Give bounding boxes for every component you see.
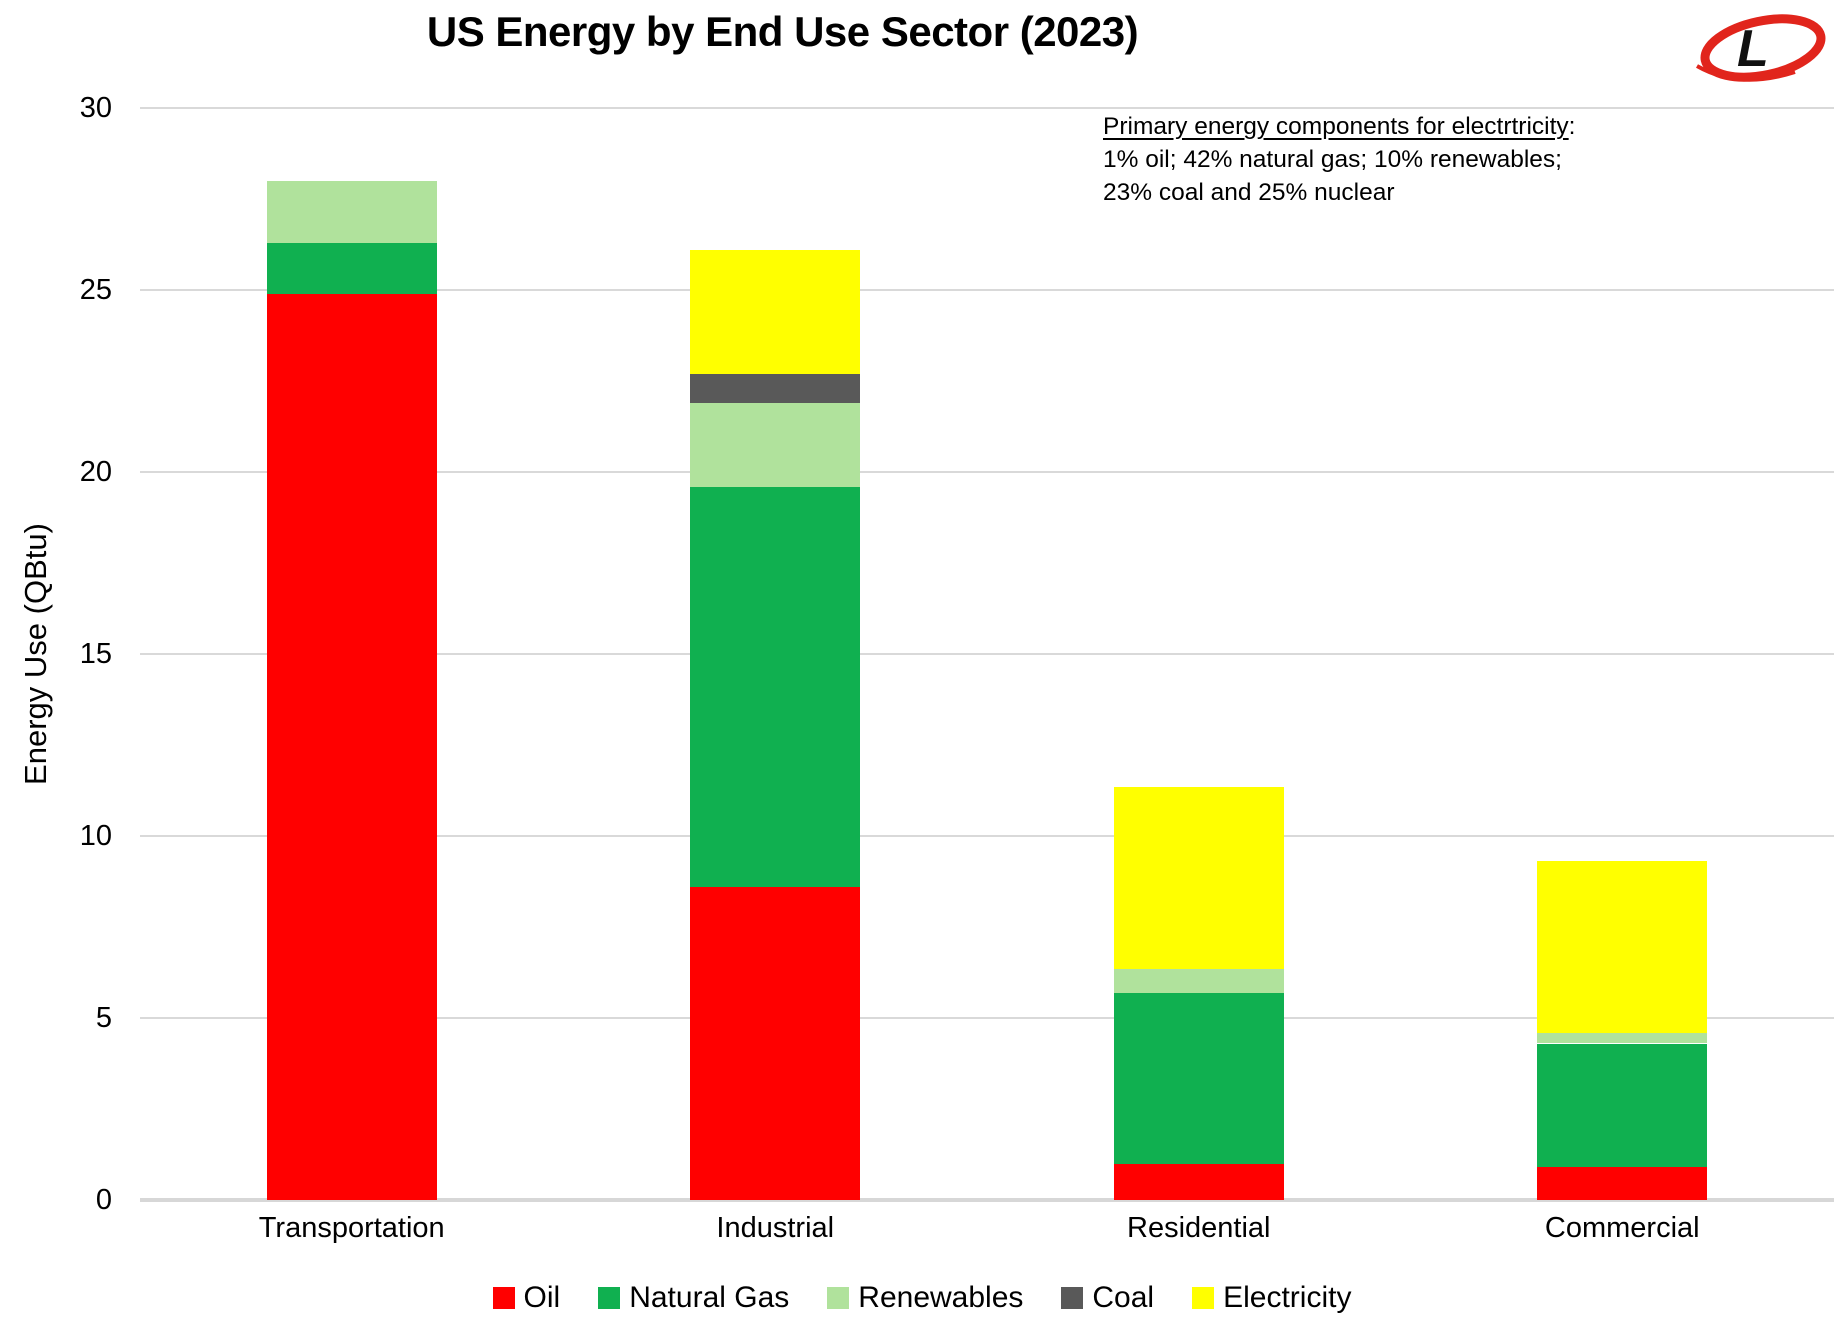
gridline	[140, 471, 1834, 473]
category-label: Industrial	[716, 1212, 835, 1244]
legend-label: Renewables	[858, 1281, 1024, 1314]
legend-swatch-icon	[492, 1287, 515, 1309]
bar-segment	[690, 249, 861, 374]
gridline	[140, 1017, 1834, 1019]
bar-segment	[690, 486, 861, 887]
bar-segment	[1113, 1163, 1284, 1200]
gridline	[140, 653, 1834, 655]
y-tick-label: 0	[95, 1184, 112, 1216]
legend-item: Electricity	[1192, 1281, 1351, 1315]
electricity-annotation: Primary energy components for electrtric…	[1103, 110, 1583, 209]
bar-segment	[1537, 861, 1708, 1033]
logo-letter: L	[1737, 20, 1769, 78]
bar-segment	[690, 886, 861, 1200]
legend-label: Coal	[1092, 1281, 1155, 1314]
bar-segment	[690, 373, 861, 403]
y-tick-label: 25	[79, 274, 112, 306]
category-label: Residential	[1127, 1212, 1271, 1244]
y-tick-label: 15	[79, 638, 112, 670]
gridline	[140, 107, 1834, 109]
logo-icon: L	[1696, 14, 1826, 82]
bar-segment	[1537, 1043, 1708, 1168]
legend-label: Electricity	[1223, 1281, 1352, 1314]
bar-segment	[1113, 968, 1284, 993]
bar-segment	[266, 242, 437, 294]
bar-segment	[266, 293, 437, 1200]
bar-segment	[266, 180, 437, 243]
legend-item: Natural Gas	[598, 1281, 789, 1315]
gridline	[140, 835, 1834, 837]
y-tick-label: 5	[95, 1002, 112, 1034]
y-tick-label: 10	[79, 820, 112, 852]
bar-segment	[1113, 786, 1284, 969]
legend-swatch-icon	[1061, 1287, 1084, 1309]
legend-label: Oil	[523, 1281, 561, 1314]
legend-swatch-icon	[598, 1287, 621, 1309]
legend-swatch-icon	[827, 1287, 850, 1309]
chart-title: US Energy by End Use Sector (2023)	[426, 8, 1139, 55]
legend-label: Natural Gas	[629, 1281, 790, 1314]
bar-segment	[1537, 1167, 1708, 1200]
y-tick-label: 20	[79, 456, 112, 488]
legend-item: Oil	[492, 1281, 561, 1315]
category-label: Commercial	[1544, 1212, 1700, 1244]
annotation-line2: 1% oil; 42% natural gas; 10% renewables;	[1103, 146, 1562, 173]
plot-area	[140, 107, 1834, 1202]
annotation-heading-colon: :	[1568, 113, 1576, 140]
legend-swatch-icon	[1192, 1287, 1215, 1309]
x-axis-line	[140, 1198, 1834, 1202]
company-logo: L	[1693, 8, 1833, 92]
bar-segment	[1537, 1032, 1708, 1044]
legend-item: Coal	[1061, 1281, 1154, 1315]
bar-segment	[1113, 992, 1284, 1164]
gridline	[140, 289, 1834, 291]
legend-item: Renewables	[827, 1281, 1023, 1315]
category-label: Transportation	[258, 1212, 445, 1244]
y-tick-label: 30	[79, 92, 112, 124]
bar-segment	[690, 402, 861, 487]
annotation-heading: Primary energy components for electrtric…	[1103, 113, 1569, 140]
legend: Oil Natural Gas Renewables Coal Electricity	[0, 1281, 1844, 1315]
annotation-line3: 23% coal and 25% nuclear	[1103, 179, 1395, 206]
